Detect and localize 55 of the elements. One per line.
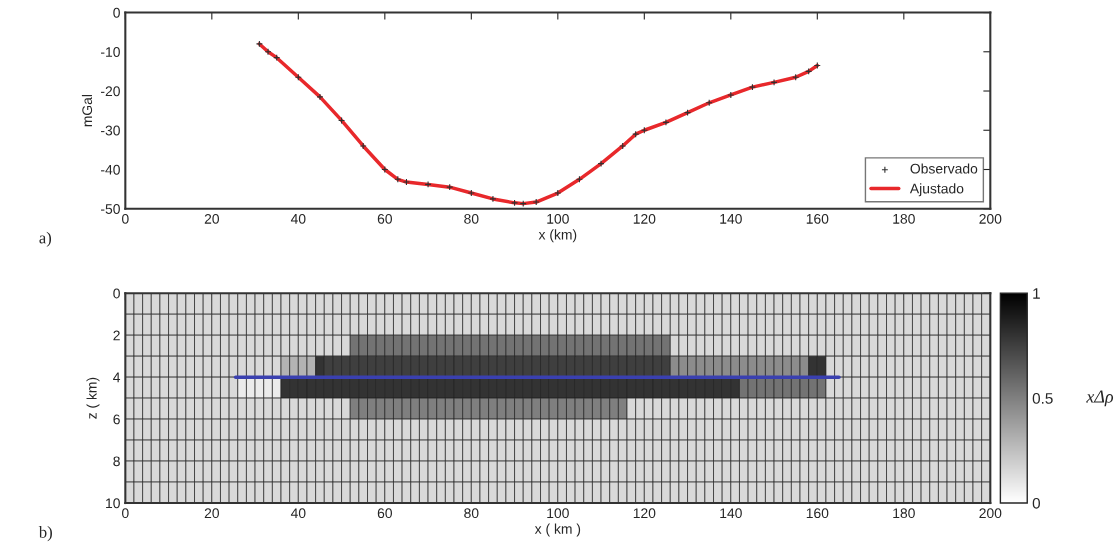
x-tick-label: 120 <box>633 508 656 519</box>
x-tick-label: 0 <box>122 213 129 224</box>
x-tick-label: 100 <box>547 508 569 519</box>
y-tick-label: 0 <box>113 288 120 299</box>
x-tick-label: 80 <box>464 213 479 224</box>
point <box>264 48 272 56</box>
text: b) <box>38 526 52 542</box>
y-tick-label: -20 <box>101 86 120 97</box>
x-tick-label: 160 <box>806 213 829 224</box>
x-tick-label: 180 <box>893 213 915 224</box>
color-bar-label: 1 <box>1033 288 1040 299</box>
y-tick-label: -30 <box>101 125 120 136</box>
point <box>554 189 562 197</box>
y-axis-title: z ( km) <box>86 377 100 419</box>
x-tick-label: 40 <box>290 508 306 519</box>
y-tick-label: 6 <box>113 414 120 425</box>
x-tick-label: 140 <box>720 213 742 224</box>
x-tick-label: 160 <box>806 508 829 519</box>
x-tick-label: 60 <box>377 508 393 519</box>
x-tick-label: 140 <box>720 508 742 519</box>
y-tick-label: -10 <box>101 47 120 57</box>
legend-label: Observado <box>910 163 978 174</box>
y-tick-label: 4 <box>113 372 121 383</box>
point <box>619 142 627 150</box>
y-tick-label: 2 <box>113 330 120 341</box>
legend-label: Ajustado <box>909 183 964 197</box>
x-tick-label: 0 <box>122 508 129 519</box>
y-tick-label: 8 <box>113 456 120 467</box>
x-axis-title: x ( km ) <box>534 523 581 537</box>
point <box>662 118 670 126</box>
y-axis-title: mGal <box>81 94 93 127</box>
x-tick-label: 200 <box>979 508 1002 519</box>
x-tick-label: 200 <box>979 213 1002 224</box>
y-tick-label: 10 <box>106 498 120 509</box>
point <box>316 93 324 101</box>
color-bar-title: xΔρ <box>1086 390 1114 407</box>
y-tick-label: 0 <box>113 7 120 18</box>
x-tick-label: 180 <box>893 508 915 519</box>
point <box>489 195 497 203</box>
x-axis-title: x (km) <box>538 229 577 243</box>
x-tick-label: 20 <box>204 213 220 224</box>
x-tick-label: 20 <box>204 508 220 519</box>
point <box>359 142 367 150</box>
x-tick-label: 120 <box>633 213 656 224</box>
color-bar-label: 0.5 <box>1032 392 1053 404</box>
x-tick-label: 40 <box>290 213 306 224</box>
x-tick-label: 100 <box>547 213 569 224</box>
y-tick-label: -50 <box>101 204 120 214</box>
text: a) <box>39 231 52 247</box>
point <box>402 178 410 186</box>
y-tick-label: -40 <box>101 164 120 175</box>
x-tick-label: 80 <box>464 508 479 519</box>
point <box>467 189 475 197</box>
x-tick-label: 60 <box>377 213 393 224</box>
color-bar-label: 0 <box>1032 497 1040 509</box>
